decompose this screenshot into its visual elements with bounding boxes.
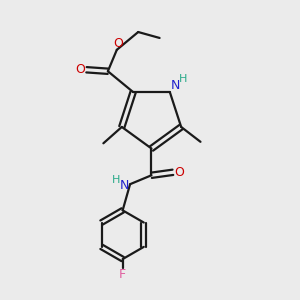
Text: O: O xyxy=(175,166,184,179)
Text: F: F xyxy=(119,268,126,281)
Text: H: H xyxy=(112,175,120,185)
Text: H: H xyxy=(179,74,188,84)
Text: O: O xyxy=(76,63,85,76)
Text: O: O xyxy=(114,37,124,50)
Text: N: N xyxy=(170,79,180,92)
Text: N: N xyxy=(119,179,129,192)
